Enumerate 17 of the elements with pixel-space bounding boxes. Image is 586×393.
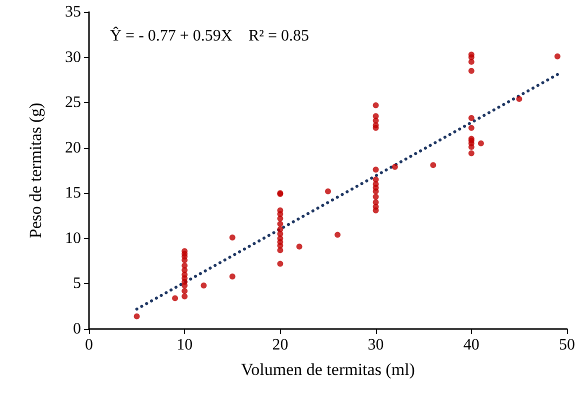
- annotation: Ŷ = - 0.77 + 0.59X R² = 0.85: [110, 26, 309, 44]
- y-tick-label: 25: [65, 94, 81, 112]
- x-tick-label: 0: [85, 336, 93, 354]
- x-tick-label: 50: [559, 336, 575, 354]
- y-tick-label: 20: [65, 139, 81, 156]
- y-tick-label: 0: [73, 320, 81, 338]
- x-tick-label: 10: [176, 336, 193, 354]
- y-tick-label: 10: [65, 230, 81, 247]
- y-tick-label: 15: [65, 184, 81, 202]
- x-tick-label: 30: [368, 336, 384, 354]
- y-tick-label: 5: [73, 275, 81, 292]
- x-axis-title: Volumen de termitas (ml): [241, 360, 415, 379]
- y-axis-title: Peso de termitas (g): [26, 102, 45, 238]
- y-tick-label: 30: [65, 48, 81, 66]
- x-tick-label: 40: [463, 336, 480, 354]
- x-tick-label: 20: [272, 336, 288, 354]
- y-tick-label: 35: [65, 4, 81, 20]
